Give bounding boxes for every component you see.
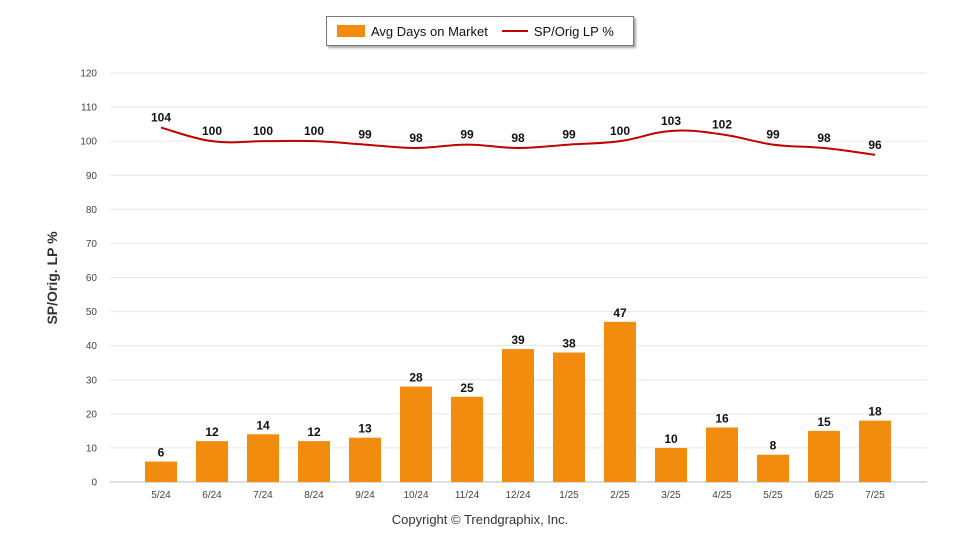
x-tick-label: 1/25 [559, 490, 579, 501]
bar-data-labels: 6 12 14 12 13 28 25 39 38 47 10 16 8 15 18 [158, 306, 882, 460]
y-tick-label: 0 [91, 478, 97, 489]
x-axis-ticks: 5/24 6/24 7/24 8/24 9/24 10/24 11/24 12/24 1/25 2… [151, 490, 885, 501]
line-data-label: 99 [358, 128, 372, 142]
y-tick-label: 30 [86, 375, 98, 386]
y-tick-label: 90 [86, 171, 98, 182]
bar [502, 349, 534, 482]
bar-data-label: 12 [205, 425, 219, 439]
legend-item-bars: Avg Days on Market [327, 24, 488, 39]
x-tick-label: 6/24 [202, 490, 222, 501]
line-data-label: 96 [868, 138, 882, 152]
bar-data-label: 15 [817, 415, 831, 429]
line-data-label: 98 [817, 131, 831, 145]
bar [604, 321, 636, 482]
y-tick-label: 80 [86, 205, 98, 216]
bar-data-label: 6 [158, 446, 165, 460]
line-data-label: 99 [460, 128, 474, 142]
line-data-labels: 104 100 100 100 99 98 99 98 99 100 103 102 99 98 96 [151, 111, 882, 152]
y-tick-label: 70 [86, 239, 98, 250]
bar-data-label: 16 [715, 411, 729, 425]
bar [706, 427, 738, 482]
line-path [160, 126, 876, 156]
line-data-label: 98 [511, 131, 525, 145]
y-tick-label: 50 [86, 307, 98, 318]
line-data-label: 100 [304, 124, 324, 138]
y-tick-label: 10 [86, 443, 98, 454]
bar-data-label: 12 [307, 425, 321, 439]
bar [553, 352, 585, 482]
legend-bar-label: Avg Days on Market [371, 23, 488, 39]
x-tick-label: 12/24 [505, 490, 530, 501]
bar-series [145, 321, 891, 482]
bar [808, 430, 840, 482]
line-data-label: 98 [409, 131, 423, 145]
y-tick-label: 120 [80, 69, 97, 80]
x-tick-label: 5/24 [151, 490, 171, 501]
bar-data-label: 47 [613, 306, 627, 320]
bar-data-label: 18 [868, 405, 882, 419]
legend-item-line: SP/Orig LP % [488, 24, 614, 39]
x-tick-label: 9/24 [355, 490, 375, 501]
bar [400, 386, 432, 482]
line-data-label: 99 [562, 128, 576, 142]
x-tick-label: 2/25 [610, 490, 630, 501]
x-tick-label: 3/25 [661, 490, 681, 501]
line-data-label: 103 [661, 114, 681, 128]
bar [298, 441, 330, 482]
x-tick-label: 7/24 [253, 490, 273, 501]
y-tick-label: 100 [80, 137, 97, 148]
bar [145, 461, 177, 482]
line-data-label: 100 [610, 124, 630, 138]
line-series [160, 126, 876, 156]
x-tick-label: 4/25 [712, 490, 732, 501]
bar-data-label: 13 [358, 422, 372, 436]
bar [349, 437, 381, 482]
line-data-label: 100 [202, 124, 222, 138]
bar-data-label: 28 [409, 371, 423, 385]
bar-data-label: 14 [256, 418, 270, 432]
legend-bar-swatch [337, 25, 365, 37]
y-tick-label: 110 [81, 103, 97, 114]
bar [196, 441, 228, 482]
bar [247, 434, 279, 482]
bar [451, 396, 483, 482]
x-tick-label: 6/25 [814, 490, 834, 501]
bar [859, 420, 891, 482]
bar [655, 447, 687, 482]
y-axis-ticks: 0 10 20 30 40 50 60 70 80 90 100 110 120 [80, 69, 97, 489]
legend-line-label: SP/Orig LP % [533, 23, 614, 39]
bar [757, 454, 789, 482]
bar-data-label: 39 [511, 333, 525, 347]
legend-line-swatch [501, 30, 528, 32]
line-data-label: 100 [253, 124, 273, 138]
x-tick-label: 7/25 [865, 490, 885, 501]
x-tick-label: 10/24 [403, 490, 428, 501]
line-data-label: 102 [712, 117, 732, 131]
bar-data-label: 8 [770, 439, 777, 453]
x-tick-label: 5/25 [763, 490, 783, 501]
line-data-label: 104 [151, 111, 171, 125]
y-tick-label: 40 [86, 341, 98, 352]
y-tick-label: 60 [86, 273, 98, 284]
x-tick-label: 11/24 [455, 490, 480, 501]
x-tick-label: 8/24 [304, 490, 324, 501]
copyright-text: Copyright © Trendgraphix, Inc. [391, 512, 569, 527]
bar-data-label: 25 [460, 381, 474, 395]
bar-data-label: 38 [562, 336, 576, 350]
y-tick-label: 20 [86, 409, 98, 420]
chart-legend: Avg Days on Market SP/Orig LP % [326, 16, 634, 46]
bar-data-label: 10 [664, 432, 678, 446]
line-data-label: 99 [766, 128, 780, 142]
